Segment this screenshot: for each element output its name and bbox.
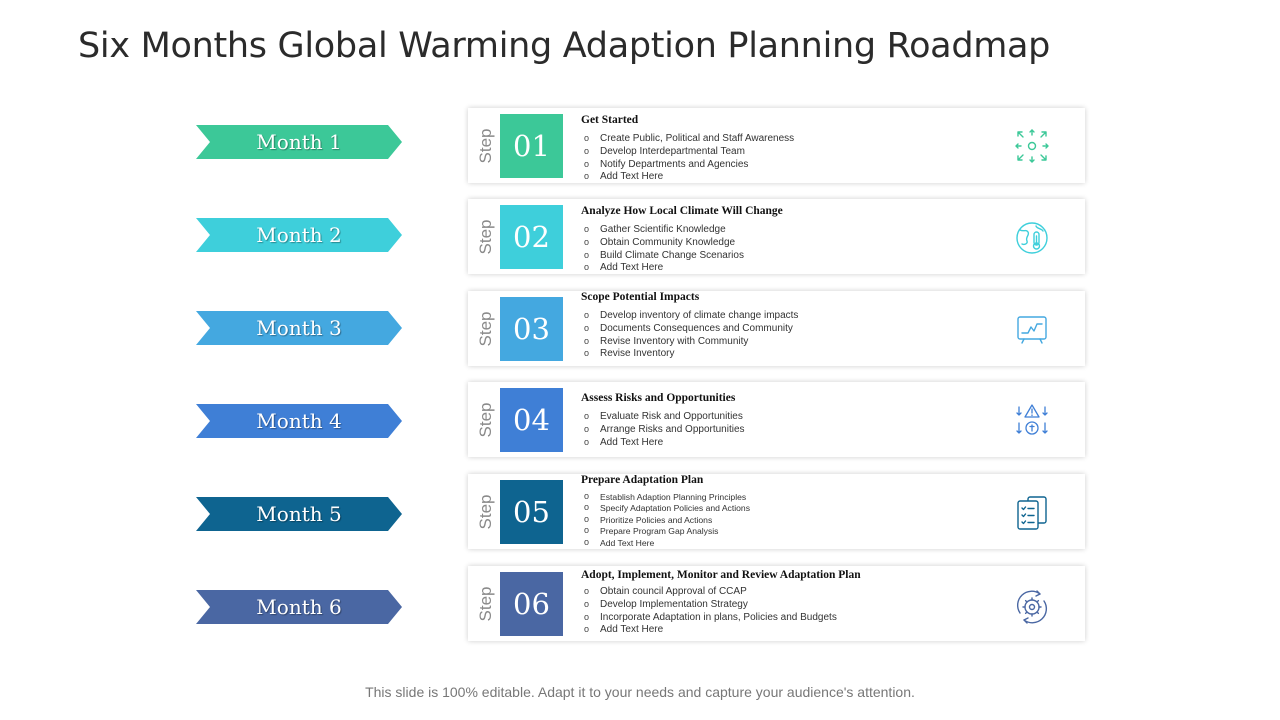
list-item: Add Text Here [581,436,745,450]
step-items: Evaluate Risk and Opportunities Arrange … [581,410,745,450]
step-card-6: Step 06 Adopt, Implement, Monitor and Re… [468,566,1085,641]
step-label: Step [476,586,495,621]
step-heading: Prepare Adaptation Plan [581,474,704,486]
list-item: Revise Inventory with Community [581,335,798,349]
footer-note: This slide is 100% editable. Adapt it to… [365,684,915,700]
step-label: Step [476,219,495,254]
step-heading: Assess Risks and Opportunities [581,392,736,404]
list-item: Establish Adaption Planning Principles [581,491,750,503]
step-card-5: Step 05 Prepare Adaptation Plan Establis… [468,474,1085,549]
list-item: Add Text Here [581,623,837,637]
month-label: Month 5 [256,502,342,526]
page-title: Six Months Global Warming Adaption Plann… [78,26,1051,66]
step-number: 01 [500,114,563,178]
month-arrow-5: Month 5 [196,497,402,531]
month-label: Month 6 [256,595,342,619]
step-number: 04 [500,388,563,452]
list-item: Prioritize Policies and Actions [581,514,750,526]
step-label: Step [476,311,495,346]
list-item: Revise Inventory [581,347,798,361]
step-label: Step [476,494,495,529]
step-items: Establish Adaption Planning Principles S… [581,491,750,549]
step-card-1: Step 01 Get Started Create Public, Polit… [468,108,1085,183]
step-number: 03 [500,297,563,361]
list-item: Documents Consequences and Community [581,322,798,336]
list-item: Add Text Here [581,537,750,549]
step-number: 06 [500,572,563,636]
month-arrow-6: Month 6 [196,590,402,624]
month-arrow-1: Month 1 [196,125,402,159]
step-heading: Adopt, Implement, Monitor and Review Ada… [581,569,861,581]
list-item: Develop Implementation Strategy [581,598,837,612]
list-item: Obtain council Approval of CCAP [581,585,837,599]
list-item: Notify Departments and Agencies [581,158,794,172]
list-item: Specify Adaptation Policies and Actions [581,502,750,514]
month-label: Month 3 [256,316,342,340]
document-checklist-icon [1012,493,1052,533]
step-card-3: Step 03 Scope Potential Impacts Develop … [468,291,1085,366]
step-items: Develop inventory of climate change impa… [581,309,798,361]
monitor-chart-icon [1012,309,1052,349]
step-items: Gather Scientific Knowledge Obtain Commu… [581,223,744,275]
list-item: Obtain Community Knowledge [581,236,744,250]
list-item: Incorporate Adaptation in plans, Policie… [581,611,837,625]
list-item: Arrange Risks and Opportunities [581,423,745,437]
list-item: Prepare Program Gap Analysis [581,525,750,537]
step-number: 05 [500,480,563,544]
step-items: Create Public, Political and Staff Aware… [581,132,794,184]
globe-thermometer-icon [1012,218,1052,258]
step-label: Step [476,402,495,437]
risk-warning-icon [1012,401,1052,441]
list-item: Gather Scientific Knowledge [581,223,744,237]
step-number: 02 [500,205,563,269]
month-label: Month 2 [256,223,342,247]
step-heading: Analyze How Local Climate Will Change [581,205,783,217]
month-arrow-3: Month 3 [196,311,402,345]
step-heading: Scope Potential Impacts [581,291,700,303]
gear-cycle-icon [1012,587,1052,627]
step-heading: Get Started [581,114,639,126]
list-item: Build Climate Change Scenarios [581,249,744,263]
step-card-4: Step 04 Assess Risks and Opportunities E… [468,382,1085,457]
list-item: Add Text Here [581,170,794,184]
list-item: Develop inventory of climate change impa… [581,309,798,323]
arrows-expand-icon [1012,126,1052,166]
list-item: Develop Interdepartmental Team [581,145,794,159]
step-label: Step [476,128,495,163]
step-card-2: Step 02 Analyze How Local Climate Will C… [468,199,1085,274]
month-arrow-4: Month 4 [196,404,402,438]
step-items: Obtain council Approval of CCAP Develop … [581,585,837,637]
list-item: Evaluate Risk and Opportunities [581,410,745,424]
month-arrow-2: Month 2 [196,218,402,252]
month-label: Month 1 [256,130,342,154]
month-label: Month 4 [256,409,342,433]
list-item: Create Public, Political and Staff Aware… [581,132,794,146]
list-item: Add Text Here [581,261,744,275]
